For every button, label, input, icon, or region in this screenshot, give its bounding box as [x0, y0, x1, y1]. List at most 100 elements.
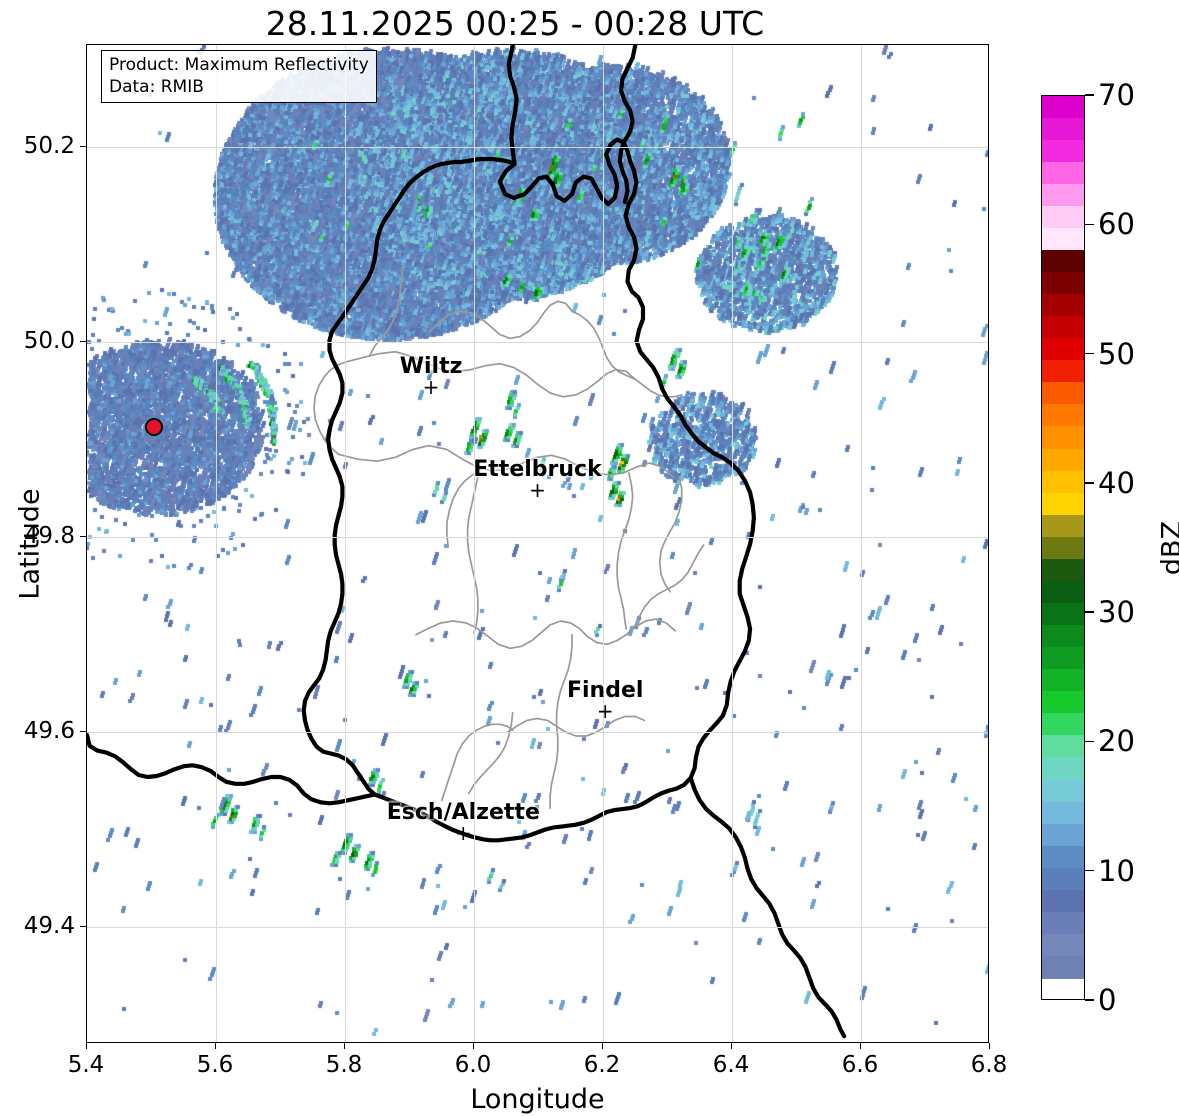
city-label-ettelbruck: Ettelbruck +	[473, 456, 602, 502]
x-tick-mark	[215, 1043, 216, 1049]
national-border-luxembourg	[301, 137, 756, 843]
product-line: Product: Maximum Reflectivity	[109, 55, 369, 75]
city-label-esch-alzette: Esch/Alzette +	[386, 799, 540, 845]
colorbar-segment	[1042, 316, 1084, 339]
colorbar-segment	[1042, 867, 1084, 891]
colorbar-segment	[1042, 161, 1084, 185]
colorbar-tick-mark	[1085, 94, 1094, 96]
gridline-vertical	[345, 45, 346, 1042]
canton-border	[427, 300, 573, 340]
gridline-vertical	[474, 45, 475, 1042]
colorbar-segment	[1042, 691, 1084, 714]
colorbar-segment	[1042, 426, 1084, 449]
colorbar-tick-label: 30	[1098, 595, 1135, 630]
colorbar-tick-mark	[1085, 999, 1094, 1001]
canton-border	[440, 723, 514, 802]
gridline-horizontal	[87, 732, 988, 734]
colorbar-segment	[1042, 956, 1084, 979]
y-tick-mark	[80, 341, 86, 343]
colorbar-segment	[1042, 96, 1084, 119]
colorbar-tick-mark	[1085, 352, 1094, 355]
colorbar-tick-label: 20	[1098, 724, 1135, 759]
canton-border	[555, 633, 573, 728]
y-tick-label: 50.2	[23, 133, 75, 160]
city-name: Findel	[566, 677, 644, 703]
city-label-wiltz: Wiltz +	[399, 354, 463, 400]
national-border-southwest	[87, 732, 377, 806]
colorbar	[1041, 95, 1085, 1000]
x-tick-mark	[86, 1043, 87, 1049]
radar-reflectivity-layer	[87, 45, 988, 1042]
city-cross-marker: +	[454, 820, 472, 845]
x-tick-label: 5.8	[325, 1052, 363, 1078]
colorbar-segment	[1042, 889, 1084, 913]
radar-site-marker	[145, 418, 164, 437]
colorbar-segment	[1042, 933, 1084, 957]
colorbar-tick-label: 10	[1098, 853, 1135, 888]
colorbar-tick-mark	[1085, 869, 1094, 872]
map-borders-overlay	[87, 45, 847, 1039]
colorbar-segment	[1042, 294, 1084, 317]
colorbar-segment	[1042, 845, 1084, 869]
y-tick-label: 49.8	[23, 523, 75, 550]
colorbar-segment	[1042, 580, 1084, 604]
canton-border	[658, 475, 683, 593]
x-tick-label: 6.4	[712, 1052, 750, 1078]
colorbar-title: dBZ	[1156, 520, 1179, 575]
canton-border	[337, 444, 674, 478]
colorbar-tick-label: 60	[1098, 207, 1135, 242]
x-tick-label: 6.8	[970, 1052, 1008, 1078]
city-cross-marker: +	[422, 375, 440, 400]
page-title: 28.11.2025 00:25 - 00:28 UTC	[265, 4, 765, 43]
x-tick-mark	[473, 1043, 474, 1049]
national-border-north	[506, 45, 519, 166]
colorbar-segment	[1042, 470, 1084, 494]
colorbar-segment	[1042, 779, 1084, 802]
gridline-vertical	[603, 45, 604, 1042]
x-tick-label: 5.4	[67, 1052, 105, 1078]
city-name: Esch/Alzette	[386, 799, 540, 825]
canton-border	[446, 470, 482, 548]
colorbar-tick-mark	[1085, 740, 1094, 743]
canton-border	[506, 715, 646, 737]
data-source-line: Data: RMIB	[109, 77, 204, 98]
colorbar-segment	[1042, 536, 1084, 560]
x-tick-mark	[602, 1043, 603, 1049]
x-tick-mark	[860, 1043, 861, 1049]
colorbar-segment	[1042, 448, 1084, 472]
city-name: Wiltz	[399, 354, 463, 380]
y-tick-mark	[80, 926, 86, 928]
x-tick-mark	[731, 1043, 732, 1049]
colorbar-segment	[1042, 382, 1084, 405]
canton-border	[395, 351, 637, 398]
city-cross-marker: +	[529, 477, 546, 502]
colorbar-segment	[1042, 647, 1084, 670]
x-tick-label: 6.2	[583, 1052, 621, 1078]
canton-border	[616, 472, 634, 630]
x-tick-label: 6.0	[454, 1052, 492, 1078]
colorbar-segment	[1042, 713, 1084, 736]
colorbar-tick-mark	[1085, 482, 1094, 484]
colorbar-segment	[1042, 558, 1084, 582]
colorbar-segment	[1042, 249, 1084, 273]
product-info-box: Product: Maximum Reflectivity Data: RMIB	[101, 50, 377, 104]
canton-border	[634, 378, 683, 398]
canton-border	[634, 544, 705, 628]
gridline-horizontal	[87, 537, 988, 539]
colorbar-segment	[1042, 911, 1084, 935]
colorbar-segment	[1042, 492, 1084, 516]
colorbar-tick-label: 70	[1098, 78, 1135, 112]
colorbar-segment	[1042, 514, 1084, 538]
canton-border	[415, 618, 677, 650]
y-tick-mark	[80, 536, 86, 538]
city-cross-marker: +	[596, 698, 614, 723]
gridline-vertical	[216, 45, 217, 1042]
y-tick-label: 49.6	[23, 718, 75, 745]
gridline-horizontal	[87, 147, 988, 149]
x-axis-label: Longitude	[470, 1084, 605, 1115]
colorbar-segment	[1042, 183, 1084, 207]
colorbar-segment	[1042, 227, 1084, 251]
colorbar-segment	[1042, 139, 1084, 163]
colorbar-segment	[1042, 757, 1084, 780]
city-name: Ettelbruck	[473, 456, 602, 482]
